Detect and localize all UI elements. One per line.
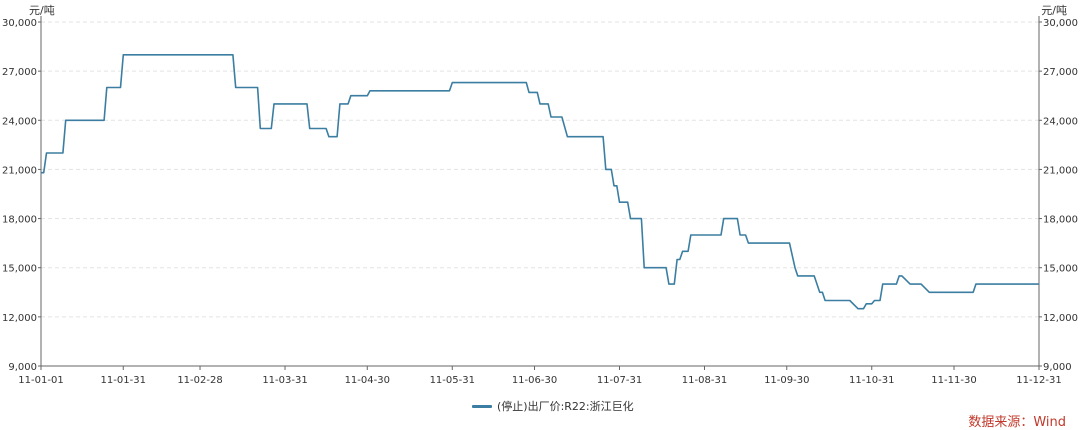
x-tick-label: 11-02-28 (177, 375, 222, 386)
x-tick-label: 11-04-30 (345, 375, 390, 386)
data-source-label: 数据来源：Wind (968, 415, 1066, 430)
y-axis-right-ticks: 9,000 12,000 15,000 18,000 21,000 24,000 27,00… (1039, 18, 1078, 373)
y-tick-label-right: 15,000 (1043, 264, 1078, 275)
y-tick-label-right: 21,000 (1043, 165, 1078, 176)
y-axis-right-unit: 元/吨 (1041, 4, 1067, 17)
grid-lines (41, 21, 1039, 318)
x-axis-ticks: 11-01-01 11-01-31 11-02-28 11-03-31 11-04-30… (18, 366, 1062, 386)
legend-swatch (472, 404, 492, 408)
y-tick-label-left: 15,000 (2, 264, 37, 275)
x-tick-label: 11-10-31 (849, 375, 894, 386)
x-tick-label: 11-06-30 (512, 375, 557, 386)
x-tick-label: 11-08-31 (682, 375, 727, 386)
y-tick-label-left: 12,000 (2, 313, 37, 324)
y-tick-label-right: 27,000 (1043, 67, 1078, 78)
series-line (41, 54, 1039, 310)
x-tick-label: 11-03-31 (262, 375, 307, 386)
series-layer (41, 54, 1039, 310)
y-tick-label-left: 9,000 (8, 362, 37, 373)
legend-label: (停止)出厂价:R22:浙江巨化 (497, 400, 634, 413)
y-tick-label-left: 24,000 (2, 116, 37, 127)
y-axis-left-unit: 元/吨 (29, 4, 55, 17)
legend: (停止)出厂价:R22:浙江巨化 (472, 398, 634, 414)
y-tick-label-left: 21,000 (2, 165, 37, 176)
y-axis-left-ticks: 9,000 12,000 15,000 18,000 21,000 24,000 27,00… (2, 18, 41, 373)
y-tick-label-right: 24,000 (1043, 116, 1078, 127)
y-tick-label-left: 30,000 (2, 18, 37, 29)
x-tick-label: 11-07-31 (597, 375, 642, 386)
y-tick-label-right: 9,000 (1043, 362, 1072, 373)
x-tick-label: 11-11-30 (931, 375, 976, 386)
y-tick-label-right: 30,000 (1043, 18, 1078, 29)
axes (40, 16, 1040, 367)
y-tick-label-right: 18,000 (1043, 215, 1078, 226)
x-tick-label: 11-01-31 (101, 375, 146, 386)
y-tick-label-left: 27,000 (2, 67, 37, 78)
x-tick-label: 11-12-31 (1016, 375, 1061, 386)
x-tick-label: 11-05-31 (430, 375, 475, 386)
x-tick-label: 11-09-30 (764, 375, 809, 386)
y-tick-label-right: 12,000 (1043, 313, 1078, 324)
x-tick-label: 11-01-01 (18, 375, 63, 386)
y-tick-label-left: 18,000 (2, 215, 37, 226)
